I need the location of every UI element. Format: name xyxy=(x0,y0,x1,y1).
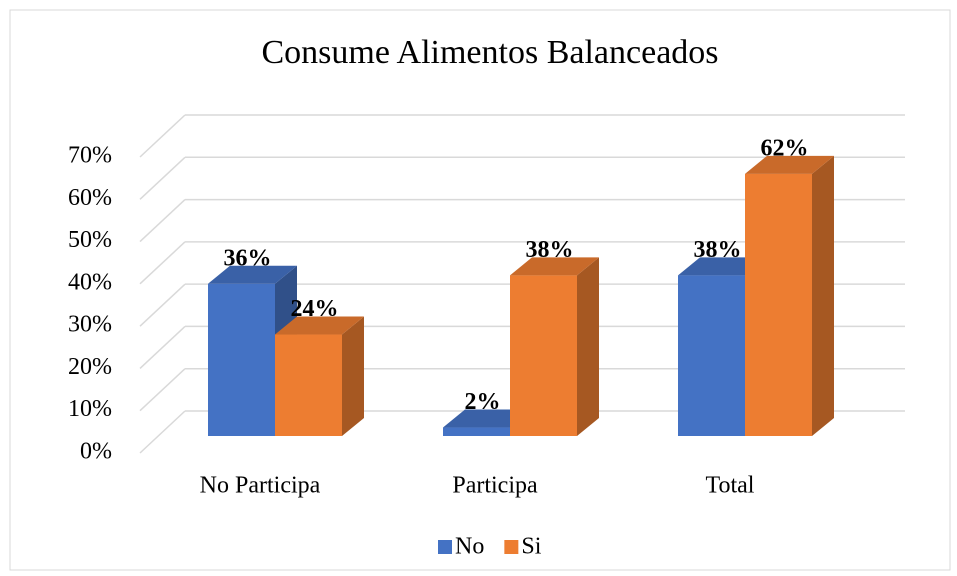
value-label: 2% xyxy=(465,389,501,415)
grid-line xyxy=(139,241,186,285)
x-tick-label: Total xyxy=(706,473,755,499)
chart-title: Consume Alimentos Balanceados xyxy=(261,34,718,71)
bar-top xyxy=(275,316,364,335)
legend-label: No xyxy=(455,534,484,560)
grid-line xyxy=(139,114,186,158)
y-tick-label: 60% xyxy=(68,185,112,211)
y-tick-label: 50% xyxy=(68,227,112,253)
legend-swatch xyxy=(504,540,519,554)
bar-top xyxy=(208,265,297,284)
y-tick-label: 10% xyxy=(68,396,112,422)
grid-line xyxy=(139,325,186,369)
legend-label: Si xyxy=(521,534,541,560)
grid-line xyxy=(139,410,186,454)
bar xyxy=(208,283,275,436)
bar xyxy=(678,275,745,436)
grid-line xyxy=(139,368,186,412)
bar xyxy=(275,334,342,436)
legend-swatch xyxy=(438,540,452,554)
bar xyxy=(443,427,510,436)
bar xyxy=(745,173,812,437)
bar-top xyxy=(678,257,767,276)
y-tick-label: 40% xyxy=(68,269,112,295)
value-label: 62% xyxy=(761,135,809,161)
x-tick-label: Participa xyxy=(452,473,538,499)
bar-top xyxy=(510,257,599,276)
bar-side xyxy=(812,155,834,437)
bar xyxy=(510,275,577,436)
bar-side xyxy=(342,316,364,436)
y-tick-label: 30% xyxy=(68,312,112,338)
y-tick-label: 70% xyxy=(68,143,112,169)
value-label: 38% xyxy=(694,237,742,263)
y-tick-label: 20% xyxy=(68,354,112,380)
y-tick-label: 0% xyxy=(80,439,112,465)
bar-top xyxy=(443,409,532,428)
value-label: 36% xyxy=(224,245,272,271)
bar-side xyxy=(577,257,599,436)
value-label: 24% xyxy=(291,296,339,322)
grid-line xyxy=(139,199,186,243)
grid-line xyxy=(139,156,186,200)
bar-top xyxy=(745,155,834,174)
value-label: 38% xyxy=(526,237,574,263)
x-tick-label: No Participa xyxy=(200,473,321,499)
grid-line xyxy=(139,283,186,327)
